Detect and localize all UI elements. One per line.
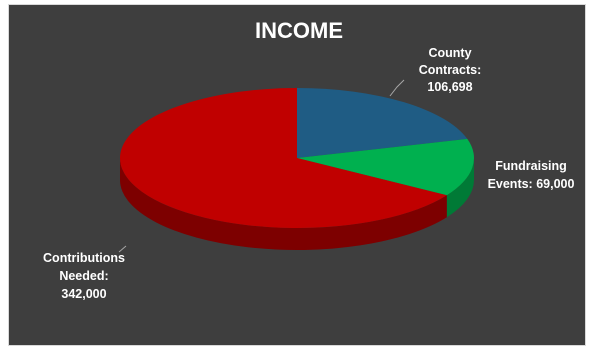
pie-slice-0 bbox=[297, 88, 468, 158]
pie-slice-1 bbox=[297, 138, 474, 196]
data-labels: County Contracts: 106,698 Fundraising Events… bbox=[43, 46, 574, 301]
data-label-1: Fundraising Events: 69,000 bbox=[488, 159, 575, 191]
leader-line-1 bbox=[118, 245, 127, 253]
pie-side-2 bbox=[120, 158, 447, 250]
chart-title: INCOME bbox=[255, 18, 343, 43]
pie-side-1 bbox=[446, 158, 474, 218]
data-label-0: County Contracts: 106,698 bbox=[419, 46, 482, 94]
leader-lines bbox=[118, 79, 405, 253]
data-label-2: Contributions Needed: 342,000 bbox=[43, 251, 125, 301]
pie-slice-2 bbox=[120, 88, 447, 228]
leader-line-0 bbox=[389, 79, 405, 97]
pie-slices bbox=[120, 88, 474, 228]
pie-3d-sides bbox=[120, 158, 474, 250]
